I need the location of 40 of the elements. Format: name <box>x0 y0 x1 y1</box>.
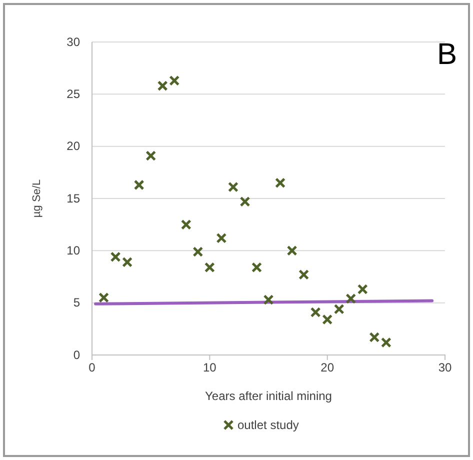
point <box>298 269 310 280</box>
annotation: B <box>436 38 457 71</box>
point <box>169 75 180 86</box>
legend-label: outlet study <box>238 418 299 432</box>
point <box>286 245 298 256</box>
point <box>157 80 168 92</box>
y-tick-label: 15 <box>66 191 80 206</box>
y-tick-label: 30 <box>66 34 80 49</box>
point <box>192 246 204 257</box>
point <box>122 256 133 268</box>
point <box>322 314 333 325</box>
y-tick-label: 20 <box>66 139 80 154</box>
x-tick-label: 30 <box>438 360 452 375</box>
point <box>146 150 156 161</box>
point <box>180 219 192 230</box>
x-tick-label: 0 <box>88 360 96 375</box>
y-tick-label: 0 <box>73 348 80 362</box>
point <box>98 292 110 303</box>
point <box>310 306 321 318</box>
point <box>134 180 144 190</box>
x-axis-title: Years after initial mining <box>205 389 332 403</box>
point <box>263 294 274 305</box>
point <box>369 332 380 343</box>
y-tick-label: 25 <box>66 87 80 102</box>
x-tick-label: 20 <box>320 360 334 375</box>
point <box>216 232 227 244</box>
point <box>334 304 344 314</box>
x-tick-label: 10 <box>202 360 217 375</box>
point <box>346 293 356 304</box>
y-axis-title: µg Se/L <box>31 179 43 218</box>
point <box>228 182 238 192</box>
point <box>380 337 392 348</box>
point <box>240 196 250 207</box>
point <box>251 262 262 273</box>
point <box>275 178 286 188</box>
y-tick-label: 5 <box>73 296 80 310</box>
y-tick-label: 10 <box>66 244 80 258</box>
point <box>204 262 215 273</box>
point <box>110 252 121 262</box>
point <box>357 284 368 295</box>
